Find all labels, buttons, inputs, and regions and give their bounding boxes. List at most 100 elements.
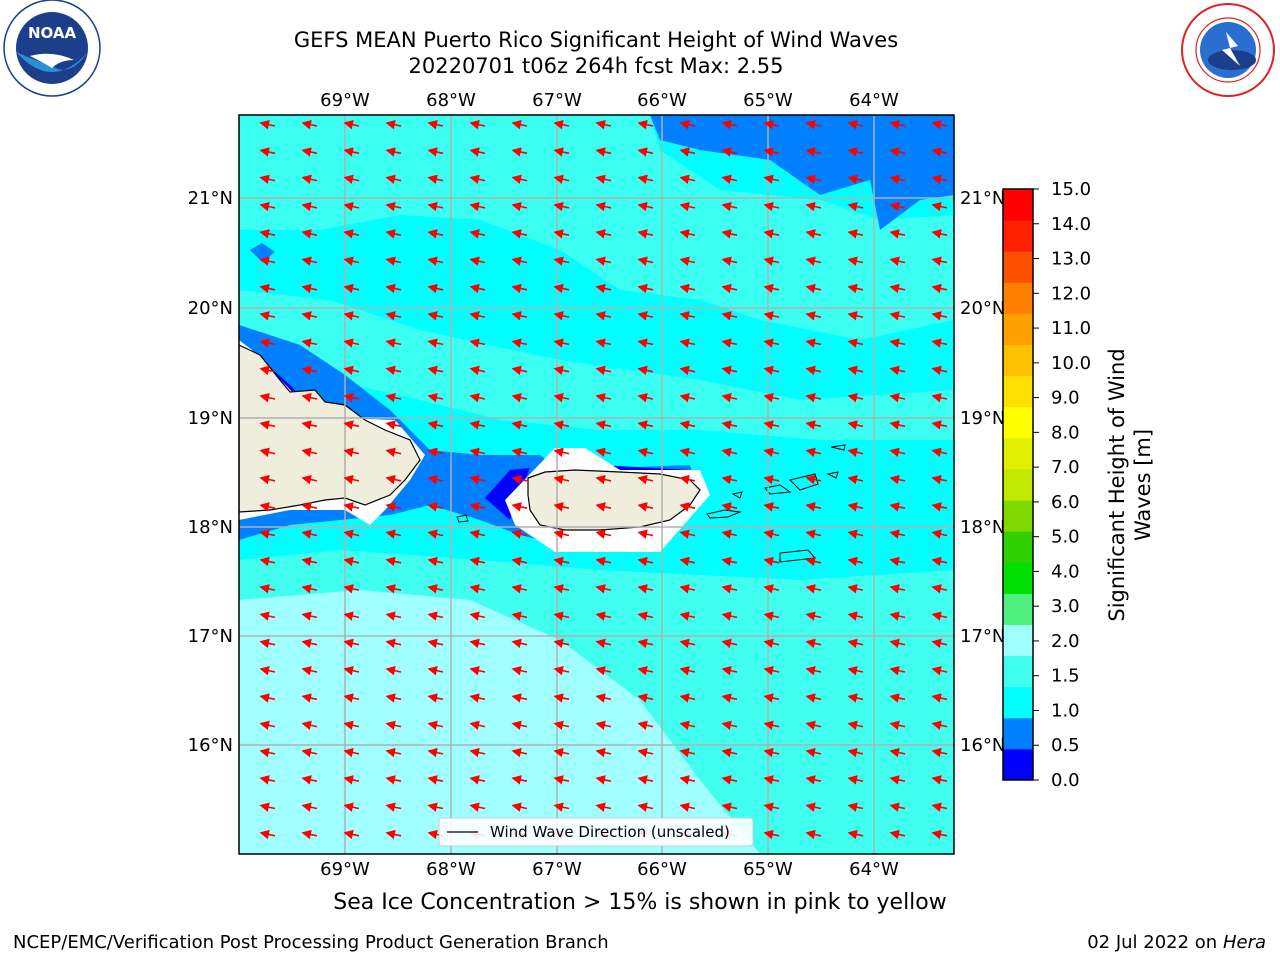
wave-direction-arrow: [763, 693, 780, 703]
colorbar-segment: [1003, 406, 1033, 439]
colorbar-tick-label: 9.0: [1051, 388, 1080, 409]
legend-label: Wind Wave Direction (unscaled): [490, 823, 730, 841]
wave-direction-arrow: [511, 529, 528, 539]
wave-direction-arrow: [889, 256, 906, 266]
wave-direction-arrow: [469, 420, 486, 430]
wave-direction-arrow: [259, 229, 276, 239]
wave-direction-arrow: [553, 747, 570, 758]
wave-direction-arrow: [469, 392, 486, 403]
wave-direction-arrow: [721, 365, 738, 376]
wave-direction-arrow: [889, 201, 906, 212]
lon-label-top: 67°W: [532, 90, 582, 111]
wave-direction-arrow: [511, 229, 528, 239]
wave-direction-arrow: [385, 502, 402, 512]
wave-direction-arrow: [889, 365, 906, 376]
wave-direction-arrow: [763, 420, 780, 430]
wave-direction-arrow: [469, 584, 486, 594]
wave-direction-arrow: [763, 392, 780, 403]
wave-direction-arrow: [595, 747, 612, 758]
wave-direction-arrow: [805, 201, 822, 212]
wave-direction-arrow: [847, 775, 864, 785]
wave-direction-arrow: [889, 229, 906, 239]
wave-direction-arrow: [427, 447, 444, 457]
wave-direction-arrow: [511, 802, 528, 812]
wave-direction-arrow: [931, 775, 948, 785]
colorbar-label-2: Waves [m]: [1131, 429, 1155, 541]
wave-direction-arrow: [469, 720, 486, 730]
wave-direction-arrow: [595, 693, 612, 703]
wave-direction-arrow: [259, 474, 276, 485]
wave-direction-arrow: [301, 256, 318, 266]
colorbar-segment: [1003, 313, 1033, 346]
wave-direction-arrow: [343, 802, 360, 812]
colorbar-tick-label: 15.0: [1051, 179, 1091, 200]
lon-label-top: 68°W: [426, 90, 476, 111]
wave-direction-arrow: [553, 311, 570, 321]
wave-direction-arrow: [427, 256, 444, 266]
lon-label-bottom: 66°W: [637, 859, 687, 880]
wave-direction-arrow: [805, 119, 822, 130]
wave-direction-arrow: [469, 119, 486, 130]
wave-direction-arrow: [385, 119, 402, 130]
wave-direction-arrow: [511, 447, 528, 457]
wave-direction-arrow: [553, 529, 570, 539]
wave-direction-arrow: [427, 693, 444, 703]
wave-direction-arrow: [847, 556, 864, 567]
wave-direction-arrow: [385, 747, 402, 758]
wave-direction-arrow: [805, 283, 822, 294]
wave-direction-arrow: [511, 311, 528, 321]
wave-direction-arrow: [637, 584, 654, 594]
wave-direction-arrow: [931, 338, 948, 348]
wave-direction-arrow: [595, 529, 612, 539]
wave-direction-arrow: [847, 529, 864, 539]
wave-direction-arrow: [847, 174, 864, 184]
wave-direction-arrow: [427, 611, 444, 621]
wave-direction-arrow: [763, 119, 780, 130]
wave-direction-arrow: [259, 584, 276, 594]
wave-direction-arrow: [343, 584, 360, 594]
wave-direction-arrow: [301, 556, 318, 567]
wave-direction-arrow: [385, 556, 402, 567]
wave-direction-arrow: [805, 420, 822, 430]
wave-direction-arrow: [889, 283, 906, 294]
lon-label-bottom: 68°W: [426, 859, 476, 880]
wave-direction-arrow: [931, 502, 948, 512]
wave-direction-arrow: [595, 392, 612, 403]
wave-direction-arrow: [679, 392, 696, 403]
wave-direction-arrow: [595, 365, 612, 376]
noaa-logo: NOAA: [3, 0, 101, 97]
lat-label-right: 20°N: [960, 298, 1005, 319]
colorbar: 15.0 14.0 13.0 12.0 11.0 10.0 9.0 8.0 7.0 6.0 5.0 4…: [1002, 179, 1091, 791]
colorbar-segment: [1003, 655, 1033, 688]
wave-direction-arrow: [553, 174, 570, 184]
wave-direction-arrow: [889, 119, 906, 130]
wave-direction-arrow: [595, 119, 612, 130]
wave-direction-arrow: [805, 638, 822, 649]
wave-direction-arrow: [889, 474, 906, 485]
wave-direction-arrow: [889, 775, 906, 785]
wave-direction-arrow: [889, 529, 906, 539]
lon-label-top: 65°W: [743, 90, 793, 111]
wave-direction-arrow: [805, 829, 822, 840]
wave-direction-arrow: [931, 256, 948, 266]
wave-direction-arrow: [385, 147, 402, 157]
wave-direction-arrow: [847, 311, 864, 321]
wave-direction-arrow: [301, 119, 318, 130]
wave-direction-arrow: [469, 365, 486, 376]
wave-direction-arrow: [763, 256, 780, 266]
wave-direction-arrow: [301, 338, 318, 348]
wave-direction-arrow: [721, 229, 738, 239]
wave-direction-arrow: [553, 720, 570, 730]
wave-direction-arrow: [637, 611, 654, 621]
wave-direction-arrow: [427, 747, 444, 758]
wave-direction-arrow: [595, 611, 612, 621]
wave-direction-arrow: [511, 365, 528, 376]
wave-direction-arrow: [553, 201, 570, 212]
wave-direction-arrow: [805, 556, 822, 567]
wave-direction-arrow: [763, 665, 780, 676]
wave-direction-arrow: [679, 311, 696, 321]
island-anegada: [826, 471, 839, 479]
wave-direction-arrow: [553, 665, 570, 676]
wave-direction-arrow: [553, 693, 570, 703]
wave-direction-arrow: [385, 802, 402, 812]
